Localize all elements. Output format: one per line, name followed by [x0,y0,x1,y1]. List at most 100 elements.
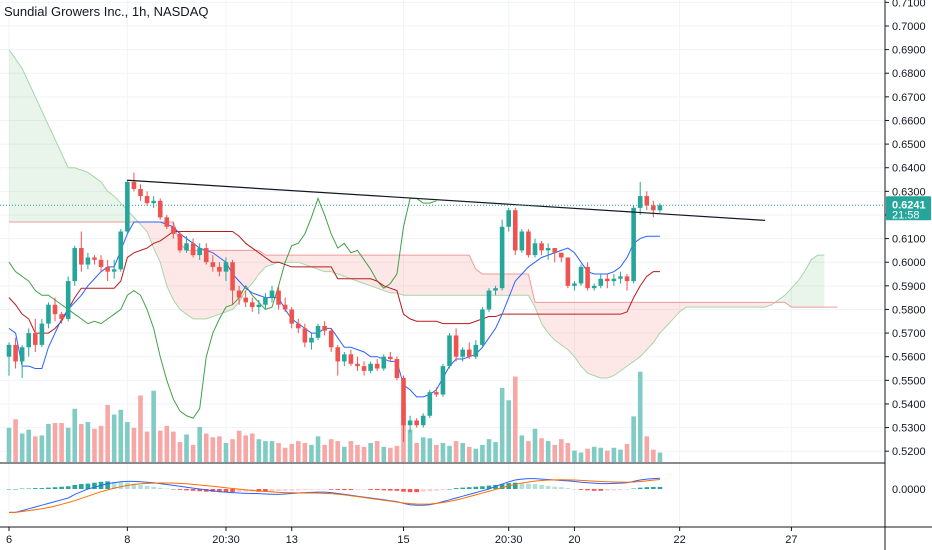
cloud-bullish [9,49,141,225]
candle-down [203,248,209,263]
candle-up [631,207,636,282]
volume-bar [407,429,413,462]
volume-bar [440,443,446,462]
macd-histogram-bar [480,486,485,489]
candle-down [243,297,248,303]
macd-histogram-bar [361,489,367,490]
macd-histogram-bar [394,489,400,491]
time-axis: 6 8 20:30 13 15 20:30 20 22 27 [6,527,798,546]
macd-histogram-bar [39,488,45,489]
volume-bar [118,409,124,462]
macd-histogram-bar [223,489,229,493]
time-tick-label: 15 [397,534,409,546]
candle-up [26,333,32,348]
candle-down [348,354,354,364]
macd-histogram-bar [105,481,110,489]
candle-down [289,309,295,324]
candle-down [105,266,110,272]
volume-bar [79,424,84,462]
volume-bar [144,431,150,462]
price-tick-label: 0.5900 [892,281,926,293]
volume-bar [519,435,525,462]
volume-bar [223,443,229,462]
time-tick-label: 20 [568,534,580,546]
macd-histogram-bar [256,489,262,492]
price-tick-label: 0.5500 [892,375,926,387]
candle-down [651,205,656,211]
volume-bar [328,439,334,462]
volume-bar [348,441,354,462]
volume-bar [624,443,630,462]
volume-bar [151,390,156,462]
macd-histogram-bar [309,489,314,490]
macd-histogram-bar [427,489,433,492]
volume-bar [631,416,636,462]
candle-down [230,262,235,291]
volume-bar [578,452,584,462]
macd-histogram-bar [164,488,170,490]
volume-bar [585,448,590,462]
volume-bar [65,427,71,462]
volume-bar [157,430,163,462]
macd-histogram-bar [368,489,373,490]
price-tick-label: 0.6700 [892,92,926,104]
candle-down [217,266,222,272]
macd-histogram-bar [263,489,268,492]
volume-bar [203,433,209,462]
volume-bar [453,441,459,462]
volume-bar [171,431,176,462]
volume-bar [526,441,531,462]
time-tick-label: 27 [785,534,797,546]
candle-up [368,363,373,371]
macd-histogram-bar [302,489,308,491]
candle-up [420,415,426,426]
macd-histogram-bar [118,482,124,489]
volume-bar [559,439,564,462]
macd-zero-label: 0.0000 [892,484,926,496]
candle-up [315,325,321,338]
leading-span-a [8,49,825,379]
volume-bar [460,443,465,462]
volume-bar [111,414,117,462]
candle-up [598,278,604,286]
macd-histogram-bar [493,484,498,489]
candle-up [72,248,78,282]
macd-histogram-bar [637,487,643,489]
candle-up [151,200,156,204]
macd-histogram-bar [401,489,406,492]
candle-up [309,337,314,343]
volume-bar [190,444,196,462]
candle-down [282,304,288,310]
time-tick-label: 22 [674,534,686,546]
macd-histogram-bar [217,489,222,492]
ichimoku-cloud [8,49,838,379]
candle-up [591,285,597,289]
candle-up [6,344,12,357]
macd-histogram-bar [52,487,58,489]
volume-bar [473,448,479,462]
volume-bar [243,435,248,462]
macd-histogram-bar [611,489,617,491]
cloud-bearish [140,222,779,378]
candle-down [249,302,255,308]
candle-up [473,344,479,357]
volume-bar [572,450,577,462]
candle-down [296,323,301,329]
candle-up [499,226,505,289]
candle-down [394,359,400,378]
volume-bar [361,446,367,462]
volume-bar [427,438,433,462]
macd-histogram-bar [65,486,71,489]
candle-up [618,276,623,279]
volume-bar [611,447,617,462]
price-tick-label: 0.5800 [892,304,926,316]
macd-histogram-bar [374,489,380,491]
candle-down [434,392,439,395]
volume-bar [263,441,268,462]
candle-down [328,330,334,348]
macd-histogram-bar [618,489,623,491]
candle-down [98,259,104,267]
macd-histogram-bar [388,489,393,491]
